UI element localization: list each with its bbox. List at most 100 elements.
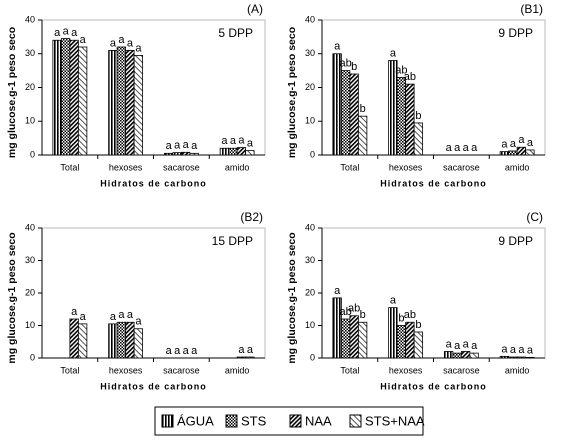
x-tick-label: Total (340, 162, 359, 172)
bar (77, 323, 88, 359)
significance-letter: a (501, 343, 508, 355)
significance-letter: a (166, 140, 173, 152)
significance-letter: a (238, 344, 245, 356)
significance-letter: ab (340, 306, 352, 318)
legend-swatch (161, 414, 174, 428)
bar (443, 351, 454, 359)
significance-letter: ab (404, 71, 416, 83)
bar (219, 147, 230, 156)
bar (452, 352, 462, 359)
legend-label: NAA (305, 413, 332, 428)
y-axis-label: mg glucose.g-1 peso seco (286, 232, 298, 363)
x-tick-label: Total (60, 365, 79, 375)
y-tick-label: 30 (25, 255, 35, 265)
significance-letter: a (118, 34, 125, 46)
x-tick-label: Total (60, 162, 79, 172)
y-tick-label: 0 (30, 149, 35, 159)
significance-letter: b (415, 110, 421, 122)
y-tick-label: 20 (25, 287, 35, 297)
significance-letter: b (398, 312, 404, 324)
x-axis-label: Hidratos de carbono (380, 178, 487, 188)
bar (133, 328, 144, 359)
x-axis-label: Hidratos de carbono (380, 381, 487, 391)
bar (413, 122, 424, 156)
bar (69, 39, 79, 156)
significance-letter: a (518, 134, 525, 146)
significance-letter: a (238, 134, 245, 146)
annotation: 9 DPP (498, 234, 533, 248)
significance-letter: a (127, 309, 134, 321)
y-tick-label: 30 (25, 48, 35, 58)
annotation: 5 DPP (218, 26, 253, 40)
x-tick-label: sacarose (163, 365, 200, 375)
x-axis-label: Hidratos de carbono (100, 178, 207, 188)
significance-letter: b (360, 309, 366, 321)
legend-label: ÁGUA (177, 413, 214, 428)
x-tick-label: Total (340, 365, 359, 375)
y-tick-label: 20 (305, 82, 315, 92)
bar (172, 152, 182, 156)
legend-label: STS (241, 413, 267, 428)
bar (413, 331, 424, 359)
x-tick-label: sacarose (163, 162, 200, 172)
significance-letter: a (390, 295, 397, 307)
y-tick-label: 0 (30, 352, 35, 362)
x-tick-label: hexoses (389, 162, 423, 172)
significance-letter: a (527, 344, 534, 356)
bar (357, 321, 368, 359)
significance-letter: a (446, 338, 453, 350)
significance-letter: b (351, 61, 357, 73)
bar (163, 152, 174, 156)
y-tick-label: 30 (305, 255, 315, 265)
y-tick-label: 10 (25, 320, 35, 330)
panel-label: (A) (247, 2, 263, 16)
significance-letter: a (334, 285, 341, 297)
bar (125, 49, 135, 156)
significance-letter: a (247, 344, 254, 356)
significance-letter: a (471, 340, 478, 352)
significance-letter: b (360, 103, 366, 115)
bar (180, 151, 191, 156)
significance-letter: a (54, 27, 61, 39)
significance-letter: a (118, 309, 125, 321)
bar (189, 152, 199, 156)
x-tick-label: amido (225, 162, 250, 172)
significance-letter: a (135, 316, 142, 328)
bar (60, 38, 71, 156)
bar (349, 315, 359, 359)
bar (405, 83, 415, 156)
bar (516, 356, 527, 359)
y-tick-label: 40 (305, 222, 315, 232)
bar (228, 147, 238, 156)
y-axis-label: mg glucose.g-1 peso seco (6, 232, 18, 363)
y-tick-label: 0 (310, 352, 315, 362)
significance-letter: a (463, 338, 470, 350)
x-tick-label: amido (225, 365, 250, 375)
significance-letter: a (501, 139, 508, 151)
significance-letter: a (71, 306, 78, 318)
significance-letter: ab (395, 64, 407, 76)
y-tick-label: 0 (310, 149, 315, 159)
legend-label: STS+NAA (365, 413, 425, 428)
significance-letter: a (183, 345, 190, 357)
y-tick-label: 40 (25, 14, 35, 24)
bar (469, 352, 479, 359)
x-tick-label: hexoses (109, 365, 143, 375)
significance-letter: ab (340, 58, 352, 70)
y-tick-label: 30 (305, 48, 315, 58)
significance-letter: ab (404, 309, 416, 321)
x-tick-label: hexoses (109, 162, 143, 172)
bar (236, 356, 247, 359)
significance-letter: a (191, 140, 198, 152)
bar (388, 307, 398, 359)
bar (77, 46, 88, 156)
bar (508, 356, 518, 359)
significance-letter: a (247, 138, 254, 150)
annotation: 9 DPP (498, 26, 533, 40)
bar (525, 149, 535, 156)
bar (116, 321, 127, 359)
y-tick-label: 10 (305, 116, 315, 126)
x-axis-label: Hidratos de carbono (100, 381, 207, 391)
